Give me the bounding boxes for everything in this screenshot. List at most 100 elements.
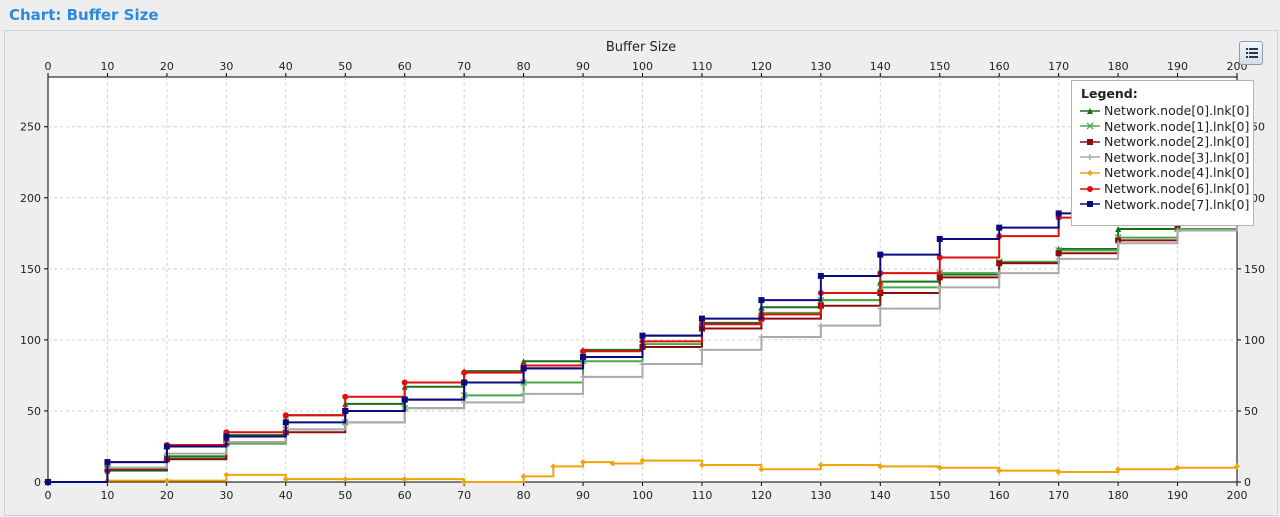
x-tick-label-top: 30 bbox=[219, 60, 233, 73]
data-point bbox=[698, 315, 705, 322]
x-tick-label-bottom: 80 bbox=[517, 489, 531, 502]
x-tick-label-bottom: 160 bbox=[989, 489, 1010, 502]
x-tick-label-top: 120 bbox=[751, 60, 772, 73]
legend-swatch bbox=[1080, 154, 1100, 161]
data-point bbox=[936, 236, 943, 242]
x-tick-label-bottom: 120 bbox=[751, 489, 772, 502]
legend-swatch-marker bbox=[1087, 107, 1093, 114]
window-title: Chart: Buffer Size bbox=[9, 6, 159, 24]
x-tick-label-bottom: 100 bbox=[632, 489, 653, 502]
data-point bbox=[342, 476, 349, 483]
data-point bbox=[1055, 255, 1062, 262]
x-tick-label-bottom: 70 bbox=[457, 489, 471, 502]
data-point bbox=[936, 254, 943, 261]
data-point bbox=[104, 459, 111, 466]
x-tick-label-bottom: 20 bbox=[160, 489, 174, 502]
data-point bbox=[520, 365, 527, 372]
legend-item: Network.node[7].lnk[0] bbox=[1080, 197, 1249, 212]
list-icon bbox=[1246, 48, 1258, 60]
x-tick-label-top: 20 bbox=[160, 60, 174, 73]
legend-item: Network.node[1].lnk[0] bbox=[1080, 119, 1249, 134]
data-point bbox=[877, 463, 884, 470]
data-point bbox=[580, 459, 587, 466]
data-point bbox=[936, 284, 943, 291]
data-point bbox=[1115, 466, 1122, 473]
x-tick-label-top: 130 bbox=[810, 60, 831, 73]
data-point bbox=[877, 251, 884, 258]
y-tick-label-left: 250 bbox=[20, 121, 41, 134]
x-tick-label-bottom: 110 bbox=[691, 489, 712, 502]
legend-label: Network.node[7].lnk[0] bbox=[1104, 196, 1250, 212]
data-point bbox=[520, 358, 527, 365]
legend-swatch-marker bbox=[1087, 201, 1093, 208]
x-tick-label-top: 170 bbox=[1048, 60, 1069, 73]
x-tick-label-top: 110 bbox=[691, 60, 712, 73]
data-point bbox=[401, 396, 408, 403]
x-tick-label-bottom: 130 bbox=[810, 489, 831, 502]
data-point bbox=[639, 361, 646, 368]
data-point bbox=[461, 379, 468, 386]
x-tick-label-top: 180 bbox=[1108, 60, 1129, 73]
legend-label: Network.node[6].lnk[0] bbox=[1104, 181, 1250, 196]
legend-label: Network.node[2].lnk[0] bbox=[1104, 134, 1250, 150]
x-tick-label-top: 160 bbox=[989, 60, 1010, 73]
x-tick-label-top: 150 bbox=[929, 60, 950, 73]
x-tick-label-top: 90 bbox=[576, 60, 590, 73]
chart-title: Buffer Size bbox=[606, 40, 676, 55]
data-point bbox=[758, 297, 765, 304]
data-point bbox=[698, 461, 705, 468]
x-tick-label-top: 0 bbox=[45, 60, 52, 73]
series-6 bbox=[45, 177, 1240, 485]
x-tick-label-top: 40 bbox=[279, 60, 293, 73]
x-tick-label-bottom: 180 bbox=[1108, 489, 1129, 502]
legend-label: Network.node[0].lnk[0] bbox=[1104, 103, 1250, 118]
data-point bbox=[342, 393, 349, 400]
data-point bbox=[877, 305, 884, 312]
chart-legend: Legend: Network.node[0].lnk[0] Network.no… bbox=[1071, 80, 1254, 226]
x-tick-label-top: 50 bbox=[338, 60, 352, 73]
data-point bbox=[996, 260, 1003, 267]
data-point bbox=[936, 274, 943, 281]
x-tick-label-bottom: 0 bbox=[45, 489, 52, 502]
data-point bbox=[1115, 240, 1122, 247]
legend-swatch bbox=[1080, 122, 1100, 130]
x-tick-label-bottom: 30 bbox=[219, 489, 233, 502]
data-point bbox=[1055, 469, 1062, 476]
y-tick-label-left: 50 bbox=[27, 405, 41, 418]
data-point bbox=[609, 460, 616, 467]
legend-toggle-button[interactable] bbox=[1239, 41, 1263, 65]
legend-swatch-marker bbox=[1087, 185, 1093, 192]
data-point bbox=[639, 332, 646, 339]
data-point bbox=[817, 461, 824, 468]
data-point bbox=[223, 471, 230, 478]
x-tick-label-bottom: 90 bbox=[576, 489, 590, 502]
y-tick-label-right: 150 bbox=[1244, 263, 1265, 276]
data-point bbox=[461, 479, 468, 485]
data-point bbox=[163, 477, 170, 484]
data-point bbox=[817, 272, 824, 279]
data-point bbox=[520, 390, 527, 397]
data-point bbox=[342, 407, 349, 414]
x-tick-label-bottom: 200 bbox=[1227, 489, 1248, 502]
y-tick-label-right: 50 bbox=[1244, 405, 1258, 418]
data-point bbox=[1055, 210, 1062, 217]
x-tick-label-bottom: 60 bbox=[398, 489, 412, 502]
legend-swatch bbox=[1080, 185, 1100, 192]
data-point bbox=[1055, 250, 1062, 257]
x-tick-label-top: 140 bbox=[870, 60, 891, 73]
data-point bbox=[520, 473, 527, 480]
data-point bbox=[817, 322, 824, 329]
y-tick-label-right: 100 bbox=[1244, 334, 1265, 347]
data-point bbox=[996, 467, 1003, 474]
x-tick-label-top: 10 bbox=[100, 60, 114, 73]
legend-swatch-marker bbox=[1086, 122, 1094, 130]
data-point bbox=[401, 476, 408, 483]
y-tick-label-left: 200 bbox=[20, 192, 41, 205]
x-tick-label-bottom: 10 bbox=[100, 489, 114, 502]
legend-swatch bbox=[1080, 138, 1100, 145]
data-point bbox=[996, 270, 1003, 277]
data-point bbox=[996, 224, 1003, 231]
data-point bbox=[282, 412, 289, 419]
legend-item: Network.node[4].lnk[0] bbox=[1080, 165, 1249, 180]
data-point bbox=[45, 479, 51, 485]
